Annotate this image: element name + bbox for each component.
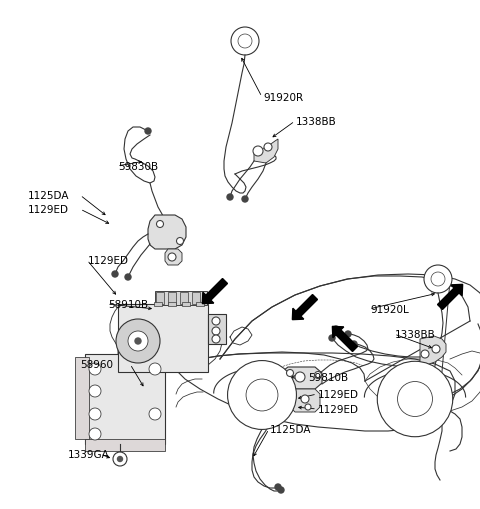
Circle shape	[314, 372, 322, 379]
Text: 1125DA: 1125DA	[270, 424, 312, 434]
Polygon shape	[148, 216, 186, 249]
Circle shape	[113, 452, 127, 466]
Circle shape	[135, 338, 141, 344]
Text: 1338BB: 1338BB	[395, 329, 436, 340]
Circle shape	[116, 319, 160, 363]
Bar	[118, 304, 208, 372]
Text: 91920L: 91920L	[370, 304, 409, 315]
Polygon shape	[290, 389, 320, 412]
Text: 1125DA: 1125DA	[28, 191, 70, 201]
Circle shape	[118, 457, 122, 462]
Bar	[168, 293, 176, 304]
Circle shape	[212, 318, 220, 325]
Bar	[75, 357, 89, 439]
Circle shape	[301, 395, 309, 403]
Bar	[196, 302, 204, 306]
Text: 1339GA: 1339GA	[68, 449, 110, 459]
Circle shape	[431, 272, 445, 287]
Bar	[156, 293, 164, 304]
Circle shape	[397, 382, 432, 417]
Circle shape	[212, 327, 220, 335]
Circle shape	[112, 271, 118, 277]
Circle shape	[295, 372, 305, 382]
Circle shape	[287, 370, 293, 377]
Polygon shape	[203, 279, 228, 304]
Circle shape	[432, 345, 440, 353]
Bar	[85, 354, 165, 444]
Bar	[208, 315, 226, 344]
Polygon shape	[165, 249, 182, 266]
Text: 58910B: 58910B	[108, 299, 148, 309]
Circle shape	[89, 428, 101, 440]
Bar	[180, 293, 188, 304]
Circle shape	[345, 331, 351, 337]
Circle shape	[305, 404, 311, 410]
Circle shape	[177, 238, 183, 245]
Polygon shape	[254, 140, 278, 164]
Circle shape	[246, 379, 278, 411]
Circle shape	[145, 129, 151, 135]
Circle shape	[242, 196, 248, 203]
Circle shape	[125, 274, 131, 280]
Text: 59810B: 59810B	[308, 372, 348, 382]
Bar	[192, 293, 200, 304]
Text: 1129ED: 1129ED	[88, 256, 129, 266]
Text: 1338BB: 1338BB	[296, 117, 337, 127]
Circle shape	[329, 335, 335, 342]
Circle shape	[89, 385, 101, 397]
Polygon shape	[332, 327, 358, 352]
Circle shape	[377, 361, 453, 437]
Text: 1129ED: 1129ED	[28, 205, 69, 215]
Circle shape	[253, 147, 263, 157]
Polygon shape	[420, 336, 446, 367]
Circle shape	[128, 331, 148, 351]
Circle shape	[149, 408, 161, 420]
Text: 59830B: 59830B	[118, 162, 158, 172]
Circle shape	[89, 363, 101, 375]
Circle shape	[333, 326, 339, 332]
Circle shape	[424, 266, 452, 293]
Text: 91920R: 91920R	[263, 93, 303, 103]
Text: 1129ED: 1129ED	[318, 389, 359, 399]
Text: 1129ED: 1129ED	[318, 404, 359, 414]
Circle shape	[149, 363, 161, 375]
Circle shape	[264, 144, 272, 152]
Circle shape	[421, 350, 429, 358]
Circle shape	[278, 487, 284, 493]
Bar	[85, 439, 165, 451]
Circle shape	[168, 253, 176, 262]
Circle shape	[156, 221, 164, 228]
Polygon shape	[438, 285, 463, 310]
Polygon shape	[292, 295, 317, 320]
Bar	[182, 302, 190, 306]
Bar	[154, 302, 162, 306]
Bar	[168, 302, 176, 306]
Circle shape	[351, 342, 357, 347]
Circle shape	[275, 484, 281, 490]
Bar	[155, 292, 207, 305]
Text: 58960: 58960	[80, 359, 113, 369]
Circle shape	[89, 408, 101, 420]
Circle shape	[231, 28, 259, 56]
Circle shape	[227, 194, 233, 201]
Circle shape	[212, 335, 220, 344]
Circle shape	[228, 361, 297, 430]
Circle shape	[238, 35, 252, 49]
Polygon shape	[280, 367, 322, 389]
